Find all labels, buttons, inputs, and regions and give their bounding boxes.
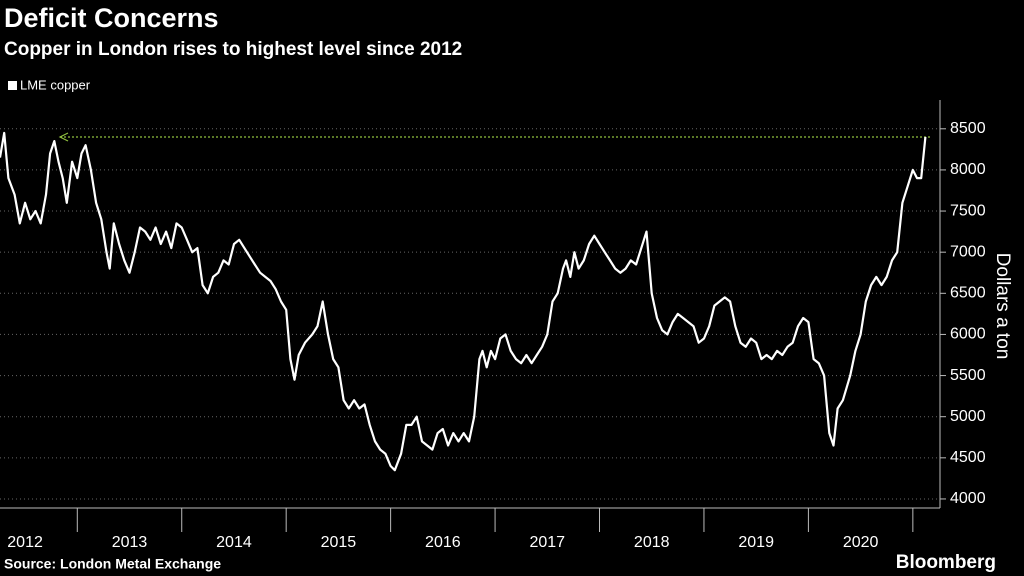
brand: Bloomberg [896, 552, 996, 573]
x-tick-label: 2012 [7, 534, 43, 551]
y-tick-label: 8500 [950, 120, 986, 137]
x-tick-label: 2014 [216, 534, 252, 551]
y-axis-label: Dollars a ton [992, 253, 1013, 360]
y-tick-label: 4000 [950, 490, 986, 507]
reference-arrow [58, 132, 69, 142]
y-tick-label: 6500 [950, 285, 986, 302]
x-tick-label: 2020 [843, 534, 879, 551]
chart-title: Deficit Concerns [4, 3, 219, 33]
legend-swatch [8, 81, 17, 90]
y-tick-label: 7000 [950, 243, 986, 260]
x-tick-label: 2015 [321, 534, 357, 551]
data-line [0, 131, 927, 472]
y-tick-label: 7500 [950, 202, 986, 219]
y-tick-label: 5500 [950, 367, 986, 384]
source: Source: London Metal Exchange [4, 556, 221, 572]
chart-subtitle: Copper in London rises to highest level … [4, 39, 462, 60]
y-tick-label: 6000 [950, 326, 986, 343]
y-tick-label: 5000 [950, 408, 986, 425]
x-tick-label: 2016 [425, 534, 461, 551]
x-tick-label: 2019 [738, 534, 774, 551]
x-tick-label: 2018 [634, 534, 670, 551]
x-tick-label: 2017 [529, 534, 565, 551]
legend-label: LME copper [20, 77, 91, 92]
x-tick-label: 2013 [112, 534, 148, 551]
y-tick-label: 8000 [950, 161, 986, 178]
y-tick-label: 4500 [950, 449, 986, 466]
